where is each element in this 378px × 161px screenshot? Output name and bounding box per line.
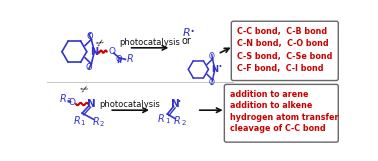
- Text: photocatalysis: photocatalysis: [100, 99, 161, 109]
- FancyBboxPatch shape: [224, 84, 338, 142]
- Text: O: O: [87, 32, 93, 41]
- Text: R: R: [93, 117, 99, 127]
- Text: R: R: [73, 116, 80, 126]
- Text: addition to arene: addition to arene: [230, 90, 309, 99]
- FancyBboxPatch shape: [231, 21, 338, 80]
- Text: ✂: ✂: [79, 82, 90, 95]
- Text: ·: ·: [177, 95, 181, 110]
- Text: hydrogen atom transfer: hydrogen atom transfer: [230, 113, 339, 122]
- Text: C-N bond,  C-O bond: C-N bond, C-O bond: [237, 39, 329, 48]
- Text: R: R: [183, 28, 191, 38]
- Text: or: or: [182, 36, 192, 46]
- Text: 1: 1: [81, 120, 85, 126]
- Text: 2: 2: [181, 120, 186, 126]
- Text: 1: 1: [165, 118, 170, 124]
- Text: O: O: [86, 63, 92, 72]
- Text: C-S bond,  C-Se bond: C-S bond, C-Se bond: [237, 52, 333, 61]
- Text: R: R: [158, 114, 164, 124]
- Text: O: O: [209, 78, 215, 87]
- Text: C-F bond,  C-I bond: C-F bond, C-I bond: [237, 64, 324, 73]
- Text: ✂: ✂: [94, 36, 107, 49]
- Text: 2: 2: [100, 121, 104, 127]
- Text: N: N: [87, 99, 96, 109]
- Text: C-C bond,  C-B bond: C-C bond, C-B bond: [237, 27, 327, 36]
- Text: O: O: [115, 55, 122, 64]
- Text: N: N: [90, 47, 99, 57]
- Text: 3: 3: [67, 98, 71, 104]
- Text: addition to alkene: addition to alkene: [230, 101, 313, 110]
- Text: O: O: [108, 47, 115, 56]
- Text: R: R: [59, 94, 66, 104]
- Text: cleavage of C-C bond: cleavage of C-C bond: [230, 124, 326, 133]
- Text: O: O: [68, 98, 76, 107]
- Text: ·: ·: [189, 23, 194, 41]
- Text: R: R: [174, 116, 181, 126]
- Text: N: N: [171, 99, 180, 109]
- Text: N: N: [211, 65, 218, 74]
- Text: photocatalysis: photocatalysis: [119, 38, 180, 47]
- Text: ·: ·: [217, 60, 222, 75]
- Text: O: O: [209, 52, 215, 61]
- Text: R: R: [127, 54, 134, 64]
